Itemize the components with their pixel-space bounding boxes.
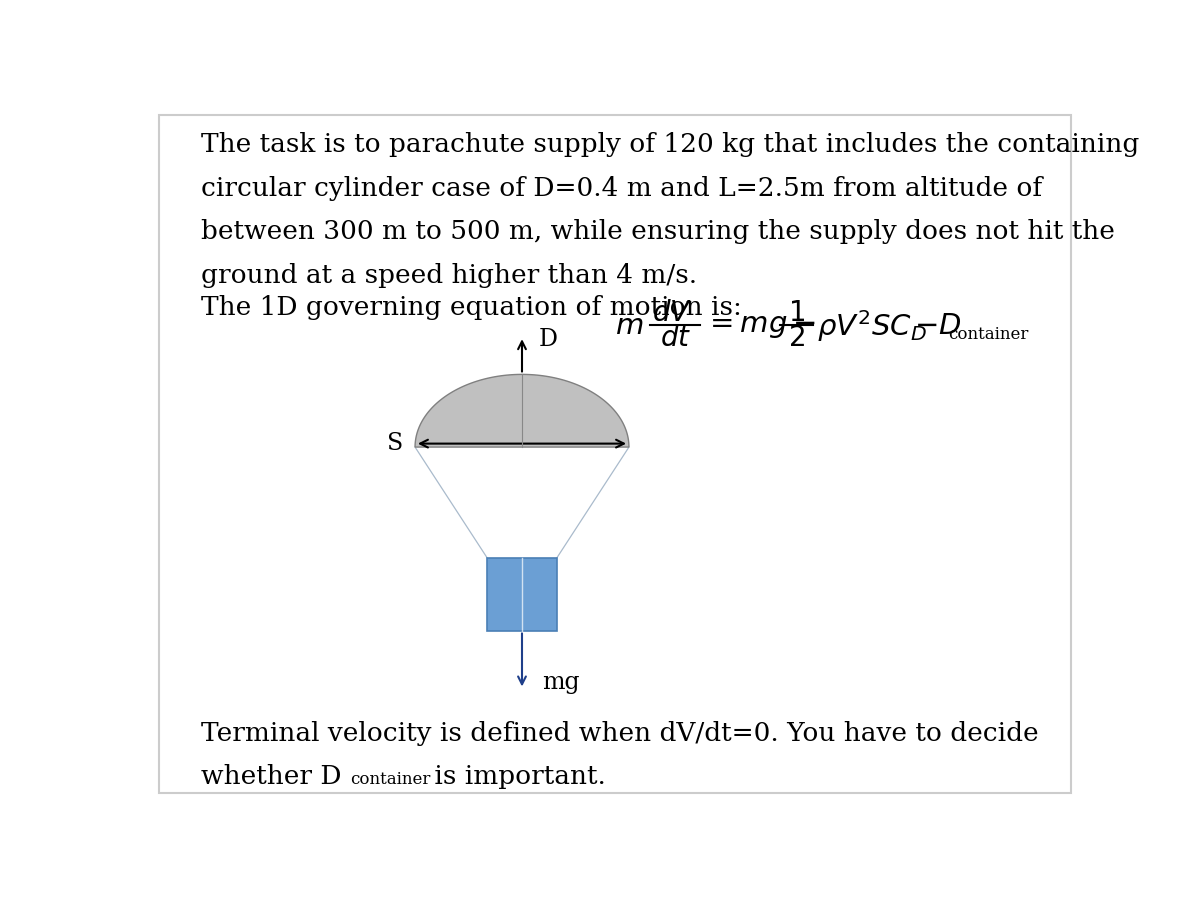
Text: circular cylinder case of D=0.4 m and L=2.5m from altitude of: circular cylinder case of D=0.4 m and L=…	[202, 175, 1043, 200]
Text: is important.: is important.	[426, 764, 606, 789]
FancyBboxPatch shape	[160, 115, 1070, 793]
Text: mg: mg	[542, 671, 580, 694]
Text: container: container	[350, 771, 431, 788]
Text: ground at a speed higher than 4 m/s.: ground at a speed higher than 4 m/s.	[202, 263, 697, 288]
Bar	[487, 557, 557, 630]
Text: between 300 m to 500 m, while ensuring the supply does not hit the: between 300 m to 500 m, while ensuring t…	[202, 219, 1115, 245]
Text: The task is to parachute supply of 120 kg that includes the containing: The task is to parachute supply of 120 k…	[202, 132, 1140, 157]
Text: The 1D governing equation of motion is:: The 1D governing equation of motion is:	[202, 295, 742, 320]
Text: $\rho V^2SC_D$: $\rho V^2SC_D$	[817, 308, 926, 344]
Text: $= mg -$: $= mg -$	[704, 312, 816, 340]
Text: $1$: $1$	[788, 300, 805, 327]
Text: D: D	[539, 328, 558, 352]
Text: $dV$: $dV$	[653, 300, 692, 327]
Text: whether D: whether D	[202, 764, 342, 789]
Text: container: container	[948, 325, 1028, 343]
Text: $-D$: $-D$	[914, 312, 962, 340]
Text: $m$: $m$	[616, 312, 643, 340]
Polygon shape	[415, 374, 629, 447]
Text: Terminal velocity is defined when dV/dt=0. You have to decide: Terminal velocity is defined when dV/dt=…	[202, 720, 1039, 745]
Text: $dt$: $dt$	[660, 325, 691, 352]
Text: $2$: $2$	[788, 325, 805, 352]
Text: S: S	[388, 432, 403, 455]
